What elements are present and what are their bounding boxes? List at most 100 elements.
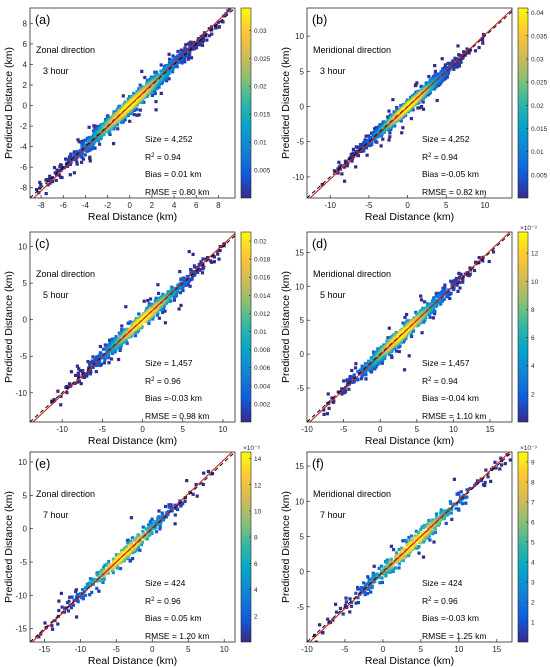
data-point [419, 294, 423, 298]
data-point [374, 365, 378, 369]
data-point [372, 350, 376, 354]
data-point [148, 297, 153, 301]
data-point [334, 602, 338, 606]
data-point [176, 49, 180, 54]
data-point [180, 52, 184, 56]
data-point [392, 110, 396, 114]
data-point [77, 375, 81, 379]
data-point [390, 347, 394, 351]
data-point [118, 107, 122, 111]
data-point [452, 477, 456, 481]
data-point [146, 527, 150, 531]
data-point [458, 53, 462, 57]
data-point [115, 122, 119, 126]
data-point [457, 64, 462, 68]
data-point [210, 32, 214, 36]
data-point [111, 557, 115, 561]
x-tick-label: 5 [415, 425, 420, 434]
data-point [131, 551, 135, 555]
x-axis-label: Real Distance (km) [88, 211, 177, 223]
data-point [38, 186, 42, 190]
data-point [402, 368, 407, 372]
data-point [69, 152, 73, 156]
data-point [86, 360, 90, 364]
data-point [332, 399, 336, 403]
x-tick-label: -4 [82, 201, 90, 210]
stat-rmse: RMSE = 1.10 km [422, 411, 486, 421]
data-point [480, 36, 484, 41]
data-point [391, 98, 395, 102]
data-point [50, 624, 54, 628]
data-point [454, 506, 458, 511]
stat-rmse: RMSE = 0.98 km [145, 411, 209, 421]
x-axis-label: Real Distance (km) [88, 655, 177, 667]
data-point [143, 75, 147, 80]
data-point [374, 140, 378, 144]
data-point [95, 573, 99, 577]
data-point [120, 331, 124, 336]
data-point [196, 270, 200, 274]
data-point [121, 94, 125, 98]
data-point [138, 108, 142, 112]
data-point [13, 204, 16, 207]
data-point [178, 270, 182, 274]
data-point [186, 49, 190, 53]
data-point [427, 75, 431, 79]
data-point [172, 298, 176, 302]
colorbar-tick-label: 0.025 [531, 80, 548, 87]
data-point [68, 595, 72, 599]
data-point [412, 329, 416, 333]
data-point [451, 286, 455, 290]
data-point [120, 329, 124, 333]
data-point [124, 305, 128, 309]
x-tick-label: -5 [365, 201, 373, 210]
data-point [98, 577, 102, 581]
x-tick-label: -5 [340, 425, 348, 434]
data-point [468, 486, 472, 491]
data-point [158, 527, 162, 531]
data-point [69, 606, 73, 610]
data-point [344, 596, 348, 600]
data-point [416, 312, 420, 316]
data-point [167, 77, 171, 81]
colorbar-tick-label: 0.015 [531, 126, 548, 133]
data-point [188, 41, 192, 45]
data-point [81, 157, 86, 161]
data-point [77, 151, 81, 155]
data-point [38, 180, 42, 184]
data-point [449, 501, 453, 506]
data-point [460, 502, 465, 506]
data-point [428, 315, 432, 319]
data-point [114, 553, 119, 557]
data-point [118, 552, 122, 557]
stat-bias: Bias = 0.05 km [145, 613, 201, 623]
data-point [119, 120, 123, 124]
colorbar-tick-label: 0.002 [254, 401, 271, 408]
data-point [338, 606, 342, 610]
data-point [142, 299, 146, 303]
data-point [117, 357, 121, 362]
data-point [165, 511, 169, 515]
data-point [115, 109, 119, 113]
data-point [318, 623, 322, 627]
data-point [135, 103, 139, 107]
data-point [321, 630, 325, 635]
colorbar [517, 231, 529, 423]
data-point [343, 387, 347, 391]
data-point [138, 83, 142, 87]
data-point [83, 138, 87, 142]
colorbar-tick-label: 0.01 [254, 140, 267, 147]
x-tick-label: -15 [39, 645, 51, 654]
panel-label: (a) [35, 13, 50, 27]
data-point [39, 183, 43, 187]
colorbar-tick-label: 0.006 [254, 365, 271, 372]
data-point [157, 509, 161, 513]
data-point [360, 374, 364, 378]
stat-bias: Bias =-0.03 km [145, 393, 202, 403]
x-tick-label: 0 [128, 201, 133, 210]
data-point [378, 581, 382, 585]
data-point [342, 379, 346, 383]
data-point [26, 198, 29, 201]
data-point [377, 566, 381, 570]
